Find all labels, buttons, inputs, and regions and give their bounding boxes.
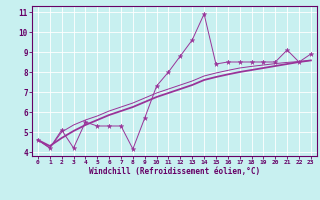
X-axis label: Windchill (Refroidissement éolien,°C): Windchill (Refroidissement éolien,°C) bbox=[89, 167, 260, 176]
